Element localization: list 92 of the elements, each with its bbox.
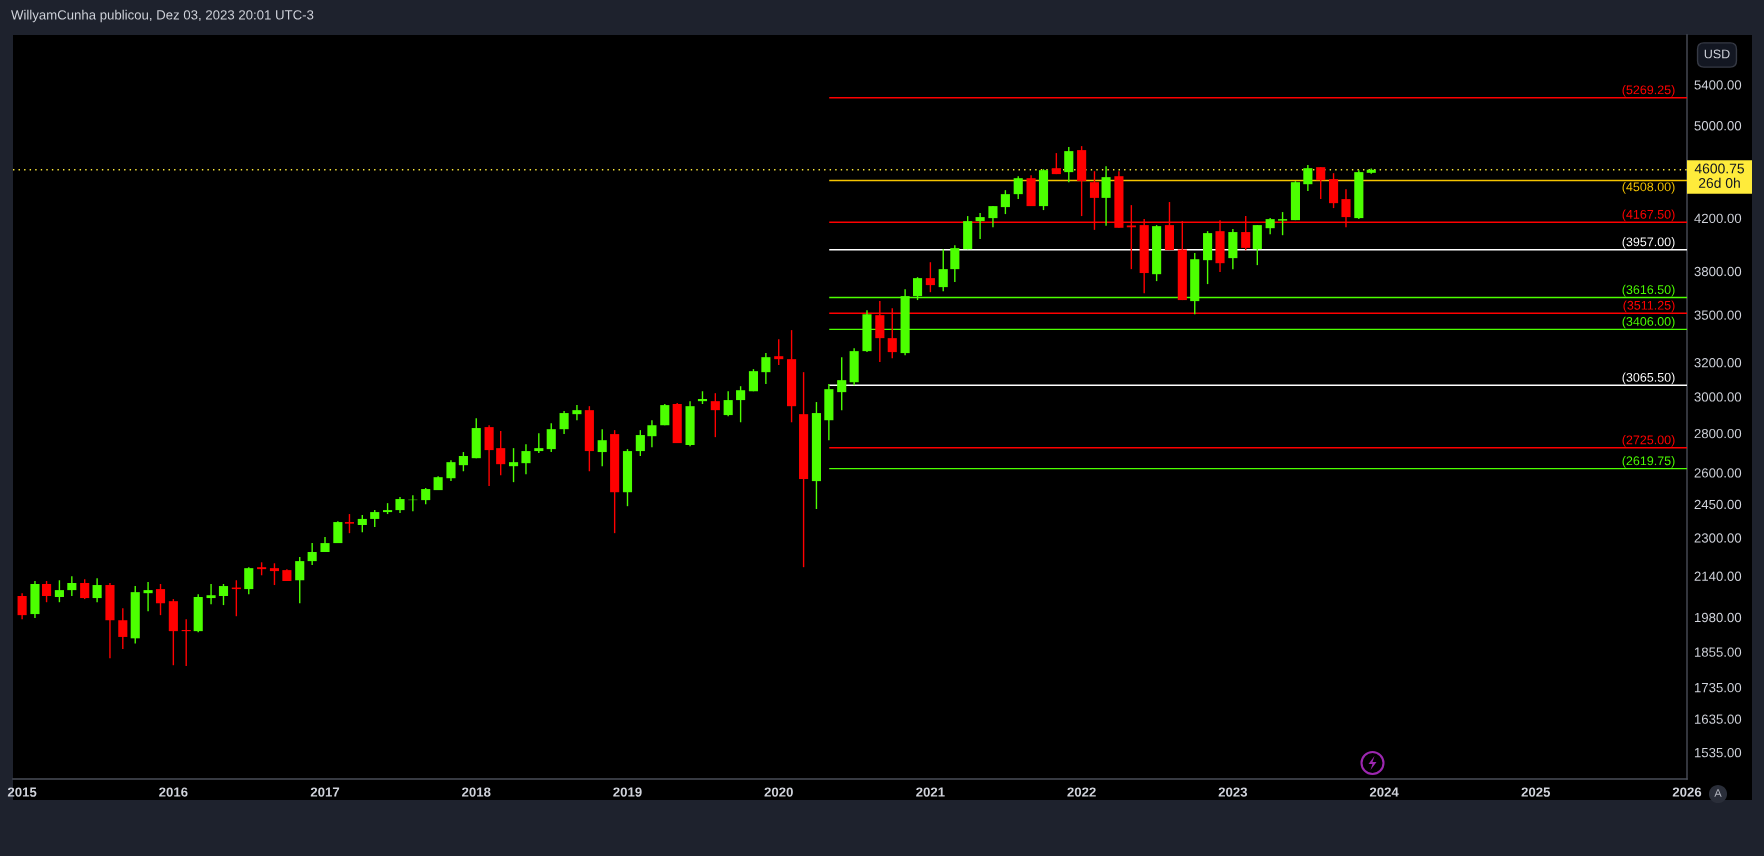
ref-line-label: (4167.50): [1622, 209, 1675, 222]
ref-line-label: (5269.25): [1622, 85, 1675, 97]
y-tick-label: 5000.00: [1694, 121, 1742, 131]
ref-line-label: (4508.00): [1622, 182, 1675, 194]
candlestick: [1316, 166, 1326, 200]
candlestick: [80, 578, 90, 600]
candlestick: [761, 352, 771, 385]
x-tick-label: 2021: [916, 787, 945, 797]
candlestick: [521, 443, 531, 476]
candlestick: [244, 566, 254, 595]
candlestick: [546, 422, 556, 453]
x-tick-label: 2024: [1369, 787, 1399, 797]
candlestick: [647, 419, 657, 448]
candlestick: [118, 607, 128, 650]
x-tick-label: 2026: [1672, 787, 1702, 797]
candlestick: [484, 424, 494, 487]
text: A: [1714, 789, 1722, 797]
y-tick-label: 3000.00: [1694, 392, 1742, 402]
y-tick-label: 5400.00: [1694, 80, 1742, 90]
ref-line-label: (3616.50): [1622, 284, 1675, 297]
y-tick-label: 1635.00: [1694, 714, 1742, 724]
candlestick: [458, 451, 468, 472]
candlestick: [975, 212, 985, 240]
text: USD: [1704, 49, 1730, 59]
y-tick-label: 1980.00: [1694, 612, 1742, 623]
candlestick: [155, 583, 166, 616]
candlestick: [54, 579, 64, 603]
candlestick: [1013, 175, 1023, 200]
candlestick: [938, 248, 948, 292]
y-tick-label: 2800.00: [1694, 428, 1742, 439]
candlestick: [1101, 165, 1111, 227]
x-tick-label: 2020: [764, 787, 793, 797]
candlestick: [988, 205, 998, 228]
candlestick: [1303, 164, 1313, 192]
y-tick-label: 1855.00: [1694, 647, 1742, 657]
candlestick: [925, 261, 935, 293]
y-tick-label: 3500.00: [1694, 310, 1742, 320]
candlestick: [1000, 189, 1010, 215]
candlestick: [710, 392, 720, 438]
chart-title: WillyamCunha publicou, Dez 03, 2023 20:01 UTC-3: [11, 9, 314, 23]
y-tick-label: 2140.00: [1694, 571, 1742, 581]
candlestick: [774, 338, 784, 366]
candlestick: [446, 459, 456, 482]
candlestick: [143, 581, 153, 612]
y-tick-label: 1535.00: [1694, 747, 1742, 758]
candlestick: [218, 583, 229, 606]
y-tick-label: 4200.00: [1694, 213, 1742, 224]
candlestick: [635, 429, 645, 457]
candlestick: [559, 410, 569, 435]
ref-line-label: 4600.75: [1694, 163, 1745, 174]
ref-line-label: (3957.00): [1622, 237, 1675, 249]
candlestick: [206, 583, 216, 605]
y-tick-label: 3200.00: [1694, 358, 1742, 368]
y-tick-label: 2450.00: [1694, 499, 1742, 510]
ref-line-label: (3511.25): [1623, 300, 1675, 313]
candlestick: [295, 556, 305, 604]
candlestick: [508, 447, 519, 483]
y-tick-label: 2600.00: [1694, 468, 1742, 478]
candlestick: [723, 390, 733, 417]
y-tick-label: 2300.00: [1694, 533, 1742, 543]
x-tick-label: 2023: [1218, 787, 1248, 797]
candlestick: [736, 385, 746, 423]
candlestick: [572, 404, 582, 421]
candlestick: [344, 513, 355, 534]
x-tick-label: 2016: [159, 787, 188, 797]
x-tick-label: 2019: [613, 787, 642, 797]
ref-line-label: (2725.00): [1622, 435, 1675, 447]
x-tick-label: 2022: [1067, 787, 1096, 797]
y-tick-label: 3800.00: [1694, 266, 1742, 277]
ref-line-label: (2619.75): [1622, 456, 1675, 468]
candlestick: [181, 618, 191, 667]
candlestick: [269, 562, 280, 586]
candlestick: [534, 432, 544, 454]
x-tick-label: 2015: [7, 787, 37, 797]
candlestick: [17, 592, 27, 620]
text: 26d 0h: [1698, 177, 1740, 188]
x-tick-label: 2017: [310, 787, 340, 797]
candlestick: [950, 244, 960, 283]
candlestick: [67, 575, 77, 597]
candlestick: [496, 430, 506, 476]
ref-line-label: (3406.00): [1622, 316, 1675, 329]
y-tick-label: 1735.00: [1694, 682, 1742, 693]
candlestick: [1064, 146, 1074, 183]
candlestick: [1278, 211, 1288, 236]
candlestick: [92, 577, 102, 603]
ref-line-label: (3065.50): [1622, 372, 1675, 385]
x-tick-label: 2025: [1521, 787, 1551, 797]
candlestick: [307, 542, 317, 566]
x-tick-label: 2018: [462, 787, 491, 797]
candlestick: [42, 580, 52, 603]
candlestick: [597, 428, 607, 467]
candlestick: [837, 356, 847, 411]
